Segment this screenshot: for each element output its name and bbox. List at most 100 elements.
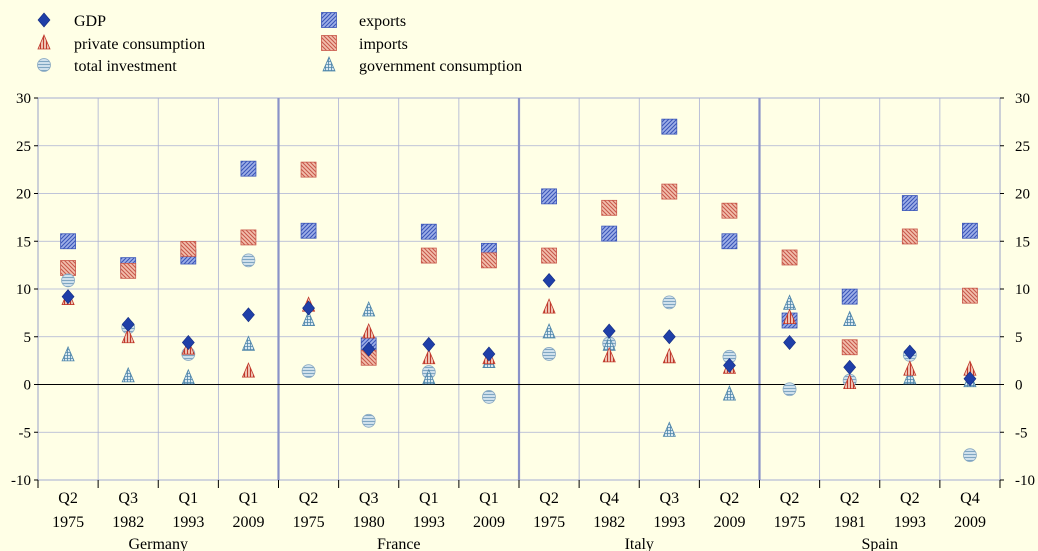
legend-item: GDP — [37, 12, 106, 30]
point-exports — [541, 188, 557, 205]
point-imports — [781, 249, 798, 266]
y-tick-label-left: 20 — [16, 187, 31, 203]
point-GDP — [482, 346, 496, 362]
x-tick-label-year: 1975 — [52, 514, 84, 531]
point-exports — [841, 288, 858, 305]
point-government-consumption — [241, 335, 256, 351]
x-tick-label-quarter: Q1 — [419, 490, 439, 507]
category-labels: Q2 1975 Q3 1982 Q1 1993 Q1 2009 Q2 1975 Q3 1980 Q1 19… — [52, 490, 986, 551]
point-imports — [120, 262, 137, 279]
point-GDP — [362, 341, 376, 357]
x-tick-label-quarter: Q2 — [780, 490, 800, 507]
point-private-consumption — [422, 348, 436, 365]
point-private-consumption — [662, 347, 676, 364]
legend-label: GDP — [74, 13, 106, 30]
y-tick-label-left: -5 — [19, 425, 32, 441]
x-tick-label-year: 1993 — [894, 514, 926, 531]
point-exports — [661, 118, 678, 135]
point-imports — [601, 199, 618, 216]
point-GDP — [662, 329, 676, 345]
legend-label: government consumption — [359, 58, 522, 75]
y-tick-label-left: 25 — [16, 139, 31, 155]
point-government-consumption — [121, 366, 135, 383]
y-tick-label-right: 30 — [1015, 91, 1030, 107]
x-tick-label-year: 2009 — [954, 514, 986, 531]
legend-label: total investment — [74, 58, 177, 75]
legend-marker — [321, 35, 337, 51]
legend-marker — [37, 12, 51, 28]
point-imports — [180, 240, 197, 257]
x-tick-label-quarter: Q1 — [179, 490, 199, 507]
legend-item: total investment — [37, 58, 177, 75]
group-label: Italy — [625, 536, 654, 551]
point-government-consumption — [662, 421, 676, 437]
point-imports — [300, 161, 317, 178]
y-tick-label-left: 0 — [24, 378, 32, 394]
y-tick-label-right: 15 — [1015, 234, 1030, 250]
y-tick-label-left: -10 — [11, 473, 31, 489]
x-tick-label-year: 1981 — [834, 514, 866, 531]
point-total-investment — [542, 347, 556, 361]
y-tick-label-right: 5 — [1015, 330, 1023, 346]
point-government-consumption — [422, 368, 436, 385]
point-GDP — [302, 300, 315, 316]
x-tick-label-quarter: Q2 — [539, 490, 559, 507]
point-private-consumption — [362, 322, 376, 339]
y-tick-label-left: 15 — [16, 234, 31, 250]
data-marks — [60, 118, 978, 463]
point-government-consumption — [843, 310, 857, 326]
group-label: France — [377, 536, 421, 551]
legend-label: imports — [359, 36, 408, 53]
point-exports — [60, 233, 76, 250]
point-GDP — [242, 307, 255, 323]
group-label: Germany — [128, 536, 188, 551]
x-tick-label-quarter: Q2 — [900, 490, 920, 507]
point-GDP — [723, 357, 736, 373]
point-government-consumption — [61, 345, 75, 362]
point-government-consumption — [362, 300, 376, 317]
legend-item: imports — [321, 35, 408, 53]
y-tick-label-right: 10 — [1015, 282, 1030, 298]
point-GDP — [963, 371, 977, 387]
x-tick-label-year: 1980 — [353, 514, 385, 531]
x-tick-label-year: 2009 — [232, 514, 264, 531]
legend-marker — [37, 58, 51, 72]
y-tick-label-right: -5 — [1015, 425, 1028, 441]
point-imports — [60, 260, 76, 276]
legend-item: private consumption — [37, 33, 205, 53]
point-private-consumption — [121, 327, 135, 344]
point-government-consumption — [722, 385, 737, 401]
point-exports — [901, 195, 918, 211]
point-private-consumption — [782, 308, 797, 325]
x-tick-label-year: 1993 — [172, 514, 204, 531]
point-exports — [240, 160, 257, 177]
point-GDP — [181, 335, 195, 350]
point-imports — [541, 247, 557, 264]
point-exports — [300, 222, 317, 239]
point-total-investment — [61, 273, 75, 288]
x-tick-label-year: 2009 — [713, 514, 745, 531]
point-imports — [841, 339, 858, 356]
point-private-consumption — [903, 360, 917, 376]
grid — [37, 97, 1001, 481]
point-private-consumption — [843, 373, 857, 389]
x-tick-label-quarter: Q2 — [299, 490, 319, 507]
legend: GDP private consumption total investment ex… — [37, 12, 522, 75]
x-tick-label-quarter: Q4 — [960, 490, 980, 507]
point-imports — [721, 202, 738, 219]
legend-label: exports — [359, 13, 406, 30]
point-government-consumption — [542, 322, 556, 339]
y-tick-label-right: 25 — [1015, 139, 1030, 155]
point-imports — [962, 287, 978, 304]
legend-marker — [37, 33, 51, 50]
point-government-consumption — [181, 368, 195, 385]
x-tick-label-quarter: Q4 — [599, 490, 619, 507]
x-tick-label-quarter: Q1 — [239, 490, 259, 507]
point-imports — [661, 183, 678, 200]
point-GDP — [602, 323, 616, 339]
point-exports — [721, 233, 738, 250]
y-tick-label-right: 20 — [1015, 187, 1030, 203]
point-GDP — [121, 316, 135, 332]
point-total-investment — [361, 413, 376, 428]
x-tick-label-quarter: Q2 — [720, 490, 740, 507]
